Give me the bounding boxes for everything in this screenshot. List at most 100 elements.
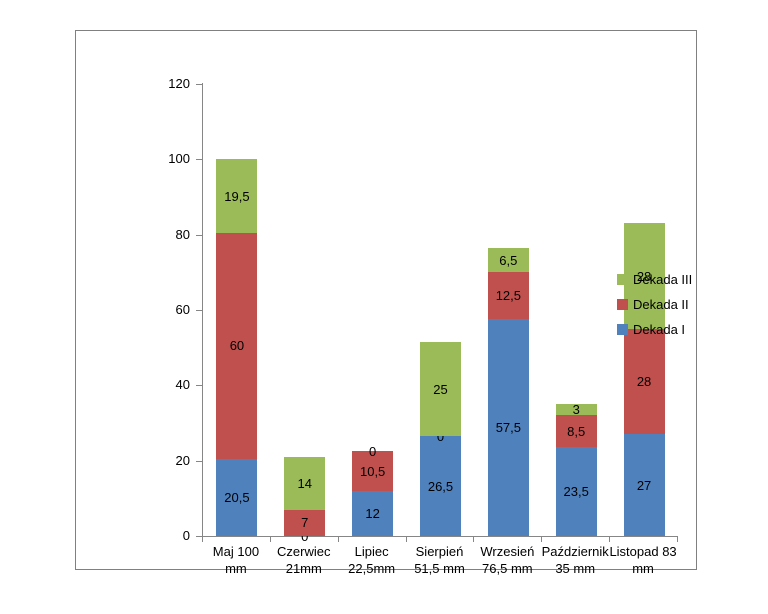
legend-label: Dekada III [633,272,693,287]
bar-value-label: 12 [365,505,380,521]
value-axis-tick [196,159,202,161]
value-axis-line [202,83,203,537]
bar-segment[interactable]: 12,5 [487,272,529,320]
chart-legend: Dekada III Dekada II Dekada I [617,267,697,342]
legend-item[interactable]: Dekada I [617,317,697,342]
category-axis-label: Październik 35 mm [532,543,618,577]
bar-value-label: 0 [369,444,377,460]
bar-value-label: 10,5 [359,463,386,479]
bar-value-label: 12,5 [495,288,521,304]
bar-segment[interactable]: 8,5 [555,415,597,448]
bar-group[interactable]: 20,5 60 19,5 [216,84,258,536]
bar-value-label: 60 [229,338,245,354]
bar-value-label: 23,5 [563,484,589,500]
bar-segment[interactable]: 12 [352,490,394,536]
legend-item[interactable]: Dekada III [617,267,697,292]
category-axis-label: Czerwiec 21mm [261,543,347,577]
category-axis-label-line: Lipiec [354,544,389,559]
category-axis-line [202,536,677,537]
category-axis-label: Sierpień 51,5 mm [397,543,483,577]
category-axis-label-line: Wrzesień [480,544,535,559]
bar-segment[interactable]: 25 [420,342,461,437]
bar-value-label: 27 [636,477,652,493]
category-axis-tick [405,536,407,542]
bar-value-label: 26,5 [427,478,454,494]
category-axis-label-line: 22,5mm [348,561,396,576]
category-axis-label: Lipiec 22,5mm [329,543,415,577]
bar-group[interactable]: 57,5 12,5 6,5 [487,84,529,536]
category-axis-tick [269,536,271,542]
value-axis-tick-label: 20 [175,452,190,468]
value-axis-tick-label: 100 [168,151,190,167]
category-axis-tick [473,536,475,542]
value-axis-tick [196,84,202,85]
value-axis-tick-label: 40 [175,377,190,393]
bar-group[interactable]: 0 7 14 [284,84,326,543]
bar-segment[interactable]: 27 [623,434,665,536]
bar-segment[interactable]: 26,5 [420,436,461,536]
bar-value-label: 0 [436,429,445,445]
plot-area: 20,5 60 19,5 0 7 14 12 10,5 0 26,5 0 25 57,5 12,5 6,5 2… [203,84,676,543]
category-axis-tick [541,536,543,542]
category-axis-label-line: Maj 100 [212,544,260,559]
bar-value-label: 28 [636,374,652,390]
bar-segment[interactable]: 14 [284,456,326,510]
legend-color-swatch [617,299,628,310]
bar-group[interactable]: 12 10,5 0 [352,84,394,536]
category-axis-label-line: Czerwiec [277,544,331,559]
bar-segment[interactable]: 6,5 [487,247,529,273]
legend-label: Dekada I [633,322,686,337]
bar-segment[interactable]: 7 [284,509,326,536]
category-axis-label: Wrzesień 76,5 mm [464,543,550,577]
bar-segment[interactable]: 28 [623,328,665,435]
value-axis-labels: 0 20 40 60 80 100 120 [76,31,190,571]
value-axis-tick-label: 80 [175,226,190,242]
category-axis-label-line: Sierpień [415,544,464,559]
category-axis-label-line: 21mm [285,561,322,576]
category-axis-tick [202,536,203,542]
bar-group[interactable]: 26,5 0 25 [420,84,461,536]
value-axis-tick [196,385,202,387]
value-axis-tick [196,460,202,462]
bar-value-label: 20,5 [224,489,250,505]
category-axis-tick [337,536,339,542]
bar-segment[interactable]: 10,5 [352,451,394,491]
bar-segment[interactable]: 23,5 [555,447,597,536]
value-axis-tick [196,310,202,311]
bar-segment[interactable]: 28 [623,223,665,329]
category-axis-label: Maj 100 mm [193,543,279,577]
value-axis-tick-label: 0 [182,528,190,543]
bar-segment[interactable]: 19,5 [216,159,258,233]
bar-value-label: 25 [433,381,448,397]
value-axis-tick [196,536,202,537]
legend-label: Dekada II [633,297,689,312]
category-axis-label-line: mm [632,561,654,576]
value-axis-tick [196,234,202,236]
bar-value-label: 3 [572,402,580,418]
category-axis-label-line: Listopad 83 [609,544,677,559]
value-axis-tick-label: 60 [175,302,190,317]
category-axis-label-line: Październik [541,544,609,559]
bar-segment[interactable]: 60 [216,232,258,459]
bar-group[interactable]: 23,5 8,5 3 [555,84,597,536]
legend-item[interactable]: Dekada II [617,292,697,317]
category-axis-tick [609,536,611,542]
bar-segment[interactable]: 20,5 [216,458,258,536]
bar-value-label: 8,5 [567,423,586,439]
bar-value-label: 57,5 [495,420,521,436]
bar-value-label: 28 [636,268,652,284]
category-axis-label-line: mm [225,561,247,576]
bar-value-label: 14 [297,475,313,491]
bar-value-label: 19,5 [224,188,250,204]
bar-segment[interactable]: 3 [555,402,597,418]
bar-value-label: 7 [301,515,309,531]
chart-frame: 0 20 40 60 80 100 120 20,5 60 19,5 0 7 14 12 10,5 0 26,… [75,30,697,576]
bar-group[interactable]: 27 28 28 [623,84,665,536]
value-axis-tick-label: 120 [168,76,190,91]
category-axis-label: Listopad 83 mm [600,543,686,577]
category-axis-tick [677,536,678,542]
category-axis-label-line: 35 mm [555,561,596,576]
bar-value-label: 0 [301,529,309,544]
legend-color-swatch [617,324,628,335]
bar-segment[interactable]: 57,5 [487,319,529,536]
